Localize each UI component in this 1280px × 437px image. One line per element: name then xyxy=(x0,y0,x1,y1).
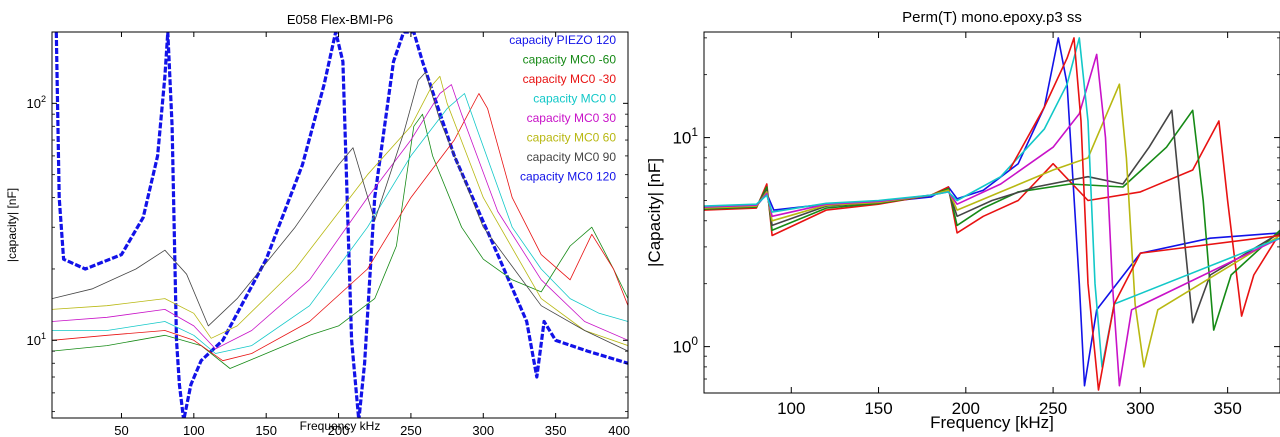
axes-frame xyxy=(703,31,1280,394)
x-tick-label: 400 xyxy=(608,423,630,437)
x-tick-label: 150 xyxy=(255,423,277,437)
x-axis-label: Frequency kHz xyxy=(300,419,381,433)
x-tick-label: 150 xyxy=(864,399,892,418)
legend-entry: capacity MC0 60 xyxy=(527,131,617,145)
legend-entry: capacity MC0 90 xyxy=(527,150,617,164)
x-axis-label: Frequency [kHz] xyxy=(930,413,1054,432)
series-line-2 xyxy=(52,113,628,369)
x-tick-label: 250 xyxy=(1039,399,1067,418)
series-line-1 xyxy=(54,32,628,418)
series-line-5 xyxy=(52,84,628,350)
series-line-4 xyxy=(52,93,628,354)
x-tick-label: 250 xyxy=(400,423,422,437)
chart-title: Perm(T) mono.epoxy.p3 ss xyxy=(902,9,1082,26)
series-line-8 xyxy=(1008,37,1280,391)
series-line-5 xyxy=(704,83,1280,368)
series-line-2 xyxy=(704,120,1280,317)
plot-area xyxy=(704,37,1280,391)
series-line-4 xyxy=(704,109,1280,324)
y-tick-label: 102 xyxy=(26,94,46,111)
x-tick-label: 300 xyxy=(1126,399,1154,418)
series-line-6 xyxy=(704,53,1280,387)
axes-frame xyxy=(51,31,629,419)
chart-title: E058 Flex-BMI-P6 xyxy=(287,12,393,27)
legend-entry: capacity MC0 -60 xyxy=(523,53,617,67)
y-tick-label: 101 xyxy=(672,125,698,148)
x-tick-label: 350 xyxy=(1213,399,1241,418)
x-tick-label: 200 xyxy=(328,423,350,437)
y-axis-label: |capacity| [nF] xyxy=(5,188,19,262)
legend-entry: capacity PIEZO 120 xyxy=(509,33,616,47)
y-axis-label: |Capacity| [nF] xyxy=(645,158,664,267)
legend-entry: capacity MC0 0 xyxy=(533,92,616,106)
chart-left: 50 100 150 200 250 300 350 400 101 102 E058 Flex-B… xyxy=(5,12,630,437)
chart-right: 100 150 200 250 300 350 100 101 Perm(T) mono.epo… xyxy=(645,9,1280,432)
series-line-6 xyxy=(52,75,628,346)
series-line-3 xyxy=(704,109,1280,331)
series-line-7 xyxy=(52,72,628,352)
y-tick-label: 101 xyxy=(26,331,46,348)
x-tick-label: 200 xyxy=(952,399,980,418)
series-line-3 xyxy=(52,93,628,362)
x-tick-label: 50 xyxy=(114,423,128,437)
x-tick-label: 100 xyxy=(183,423,205,437)
x-tick-label: 100 xyxy=(777,399,805,418)
y-tick-label: 100 xyxy=(672,334,698,357)
x-tick-label: 300 xyxy=(472,423,494,437)
legend-entry: capacity MC0 -30 xyxy=(523,72,617,86)
legend-entry: capacity MC0 120 xyxy=(520,170,616,184)
plot-area xyxy=(52,32,628,418)
series-line-7 xyxy=(704,37,1280,368)
legend-entry: capacity MC0 30 xyxy=(527,111,617,125)
x-tick-label: 350 xyxy=(545,423,567,437)
